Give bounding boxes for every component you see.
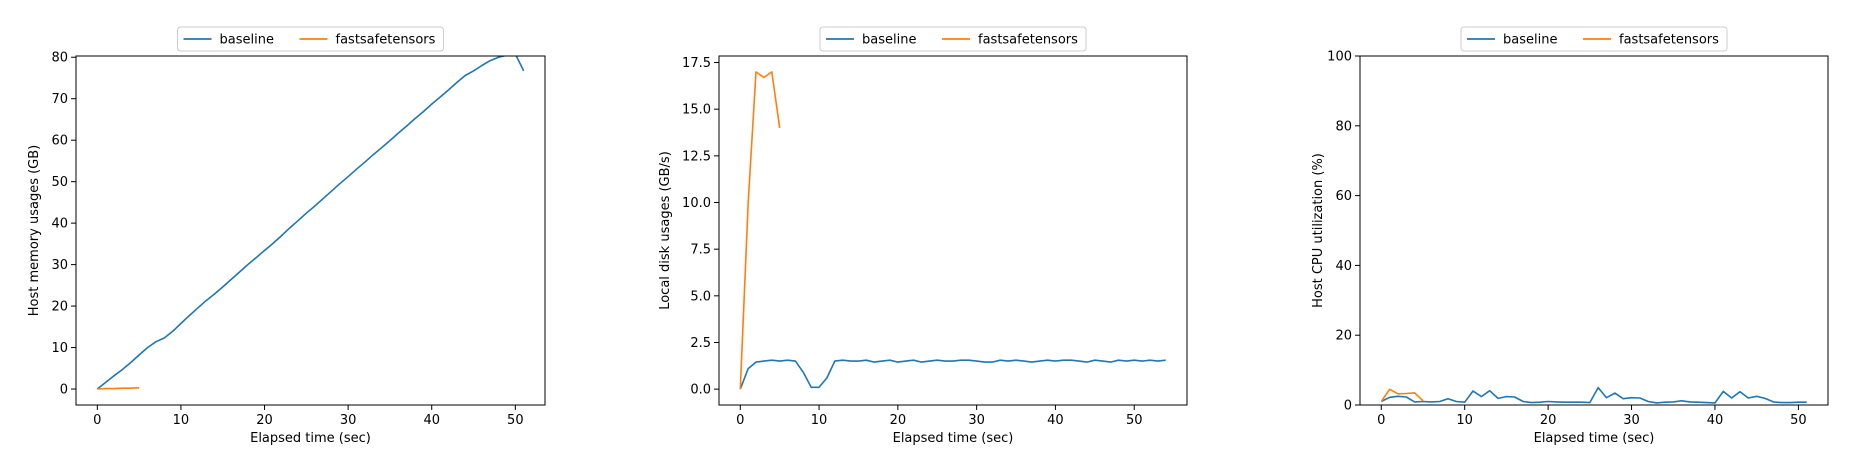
legend: baseline fastsafetensors — [1460, 26, 1728, 52]
y-tick-label: 80 — [1335, 119, 1352, 134]
series-line-baseline — [96, 56, 525, 390]
y-axis-label: Host CPU utilization (%) — [1311, 153, 1326, 308]
legend-label-fastsafetensors: fastsafetensors — [336, 33, 436, 48]
x-tick-label: 30 — [1623, 413, 1640, 428]
series-line-baseline — [1380, 386, 1807, 404]
legend-label-fastsafetensors: fastsafetensors — [978, 33, 1078, 48]
legend-label-baseline: baseline — [1503, 33, 1557, 48]
y-tick-label: 60 — [1335, 189, 1352, 204]
x-tick-label: 30 — [968, 413, 985, 428]
x-tick-label: 30 — [340, 413, 357, 428]
x-tick-label: 50 — [507, 413, 524, 428]
y-tick-label: 40 — [51, 217, 68, 232]
y-tick-label: 10 — [51, 341, 68, 356]
chart-panel-2: 0 10 20 30 40 50 0.0 2.5 5.0 7.5 10.0 12.5 15.0 17.5 E… — [658, 26, 1188, 446]
series-line-fastsafetensors — [1380, 388, 1424, 402]
y-tick-label: 100 — [1327, 50, 1352, 65]
x-tick-label: 50 — [1790, 413, 1807, 428]
y-tick-label: 0 — [60, 383, 68, 398]
y-tick-label: 20 — [51, 300, 68, 315]
x-tick-label: 40 — [423, 413, 440, 428]
x-tick-label: 40 — [1047, 413, 1064, 428]
x-tick-label: 10 — [1456, 413, 1473, 428]
y-tick-label: 70 — [51, 92, 68, 107]
y-tick-label: 20 — [1335, 329, 1352, 344]
y-tick-label: 7.5 — [690, 243, 711, 258]
axes-frame — [718, 55, 1188, 406]
x-tick-label: 0 — [736, 413, 744, 428]
y-tick-label: 5.0 — [690, 289, 711, 304]
legend: baseline fastsafetensors — [177, 26, 444, 52]
series-line-fastsafetensors — [739, 71, 781, 390]
legend-label-baseline: baseline — [862, 33, 916, 48]
x-axis-label: Elapsed time (sec) — [250, 431, 371, 446]
x-tick-label: 10 — [811, 413, 828, 428]
y-tick-label: 50 — [51, 175, 68, 190]
y-tick-label: 40 — [1335, 259, 1352, 274]
legend: baseline fastsafetensors — [819, 26, 1087, 52]
x-tick-label: 0 — [1377, 413, 1385, 428]
x-axis-label: Elapsed time (sec) — [893, 431, 1014, 446]
axes-frame — [1359, 55, 1829, 406]
series-line-baseline — [739, 359, 1166, 390]
x-tick-label: 0 — [93, 413, 101, 428]
y-tick-label: 15.0 — [682, 103, 711, 118]
y-tick-label: 0 — [1344, 399, 1352, 414]
x-axis-label: Elapsed time (sec) — [1534, 431, 1655, 446]
x-tick-label: 20 — [256, 413, 273, 428]
y-axis-label: Local disk usages (GB/s) — [658, 151, 673, 310]
y-tick-label: 60 — [51, 134, 68, 149]
chart-panel-3: 0 10 20 30 40 50 0 20 40 60 80 100 Elapsed time (sec… — [1311, 26, 1829, 446]
y-tick-label: 80 — [51, 51, 68, 66]
y-tick-label: 10.0 — [682, 196, 711, 211]
y-tick-label: 12.5 — [682, 149, 711, 164]
y-tick-label: 0.0 — [690, 383, 711, 398]
y-tick-label: 30 — [51, 258, 68, 273]
legend-label-fastsafetensors: fastsafetensors — [1619, 33, 1719, 48]
y-tick-label: 17.5 — [682, 56, 711, 71]
y-axis-label: Host memory usages (GB) — [27, 145, 42, 316]
x-tick-label: 40 — [1707, 413, 1724, 428]
axes-frame — [75, 55, 546, 406]
x-tick-label: 50 — [1126, 413, 1143, 428]
y-tick-label: 2.5 — [690, 336, 711, 351]
x-tick-label: 20 — [890, 413, 907, 428]
series-line-fastsafetensors — [97, 387, 140, 390]
x-tick-label: 20 — [1540, 413, 1557, 428]
x-tick-label: 10 — [173, 413, 190, 428]
legend-label-baseline: baseline — [220, 33, 274, 48]
chart-panel-1: 0 10 20 30 40 50 0 10 20 30 40 50 60 70 80 Elapsed time… — [27, 26, 546, 446]
